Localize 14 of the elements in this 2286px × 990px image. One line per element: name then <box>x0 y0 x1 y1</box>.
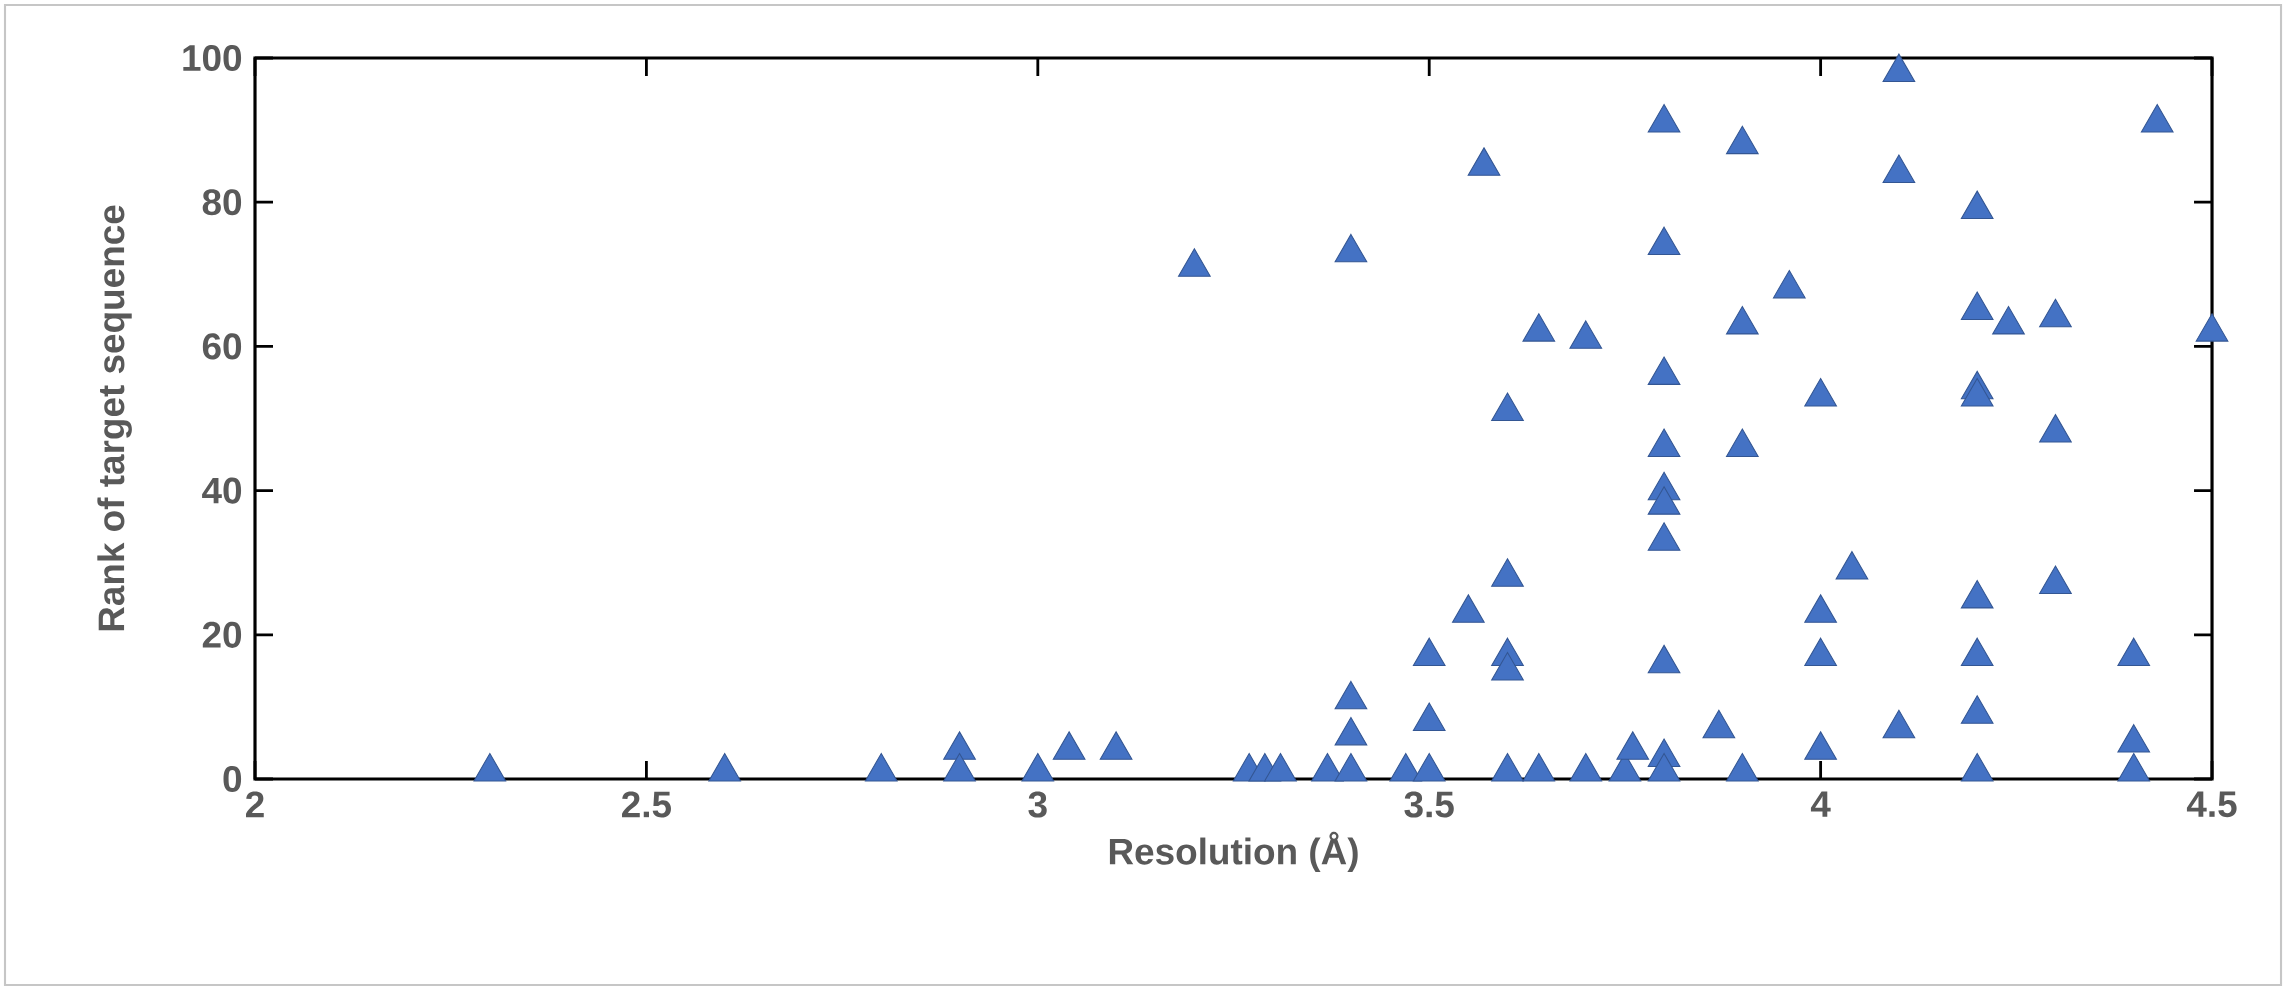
x-tick-label: 3.5 <box>1404 791 1454 818</box>
x-axis-title: Resolution (Å) <box>1109 831 1358 872</box>
y-tick-label: 100 <box>183 44 242 72</box>
y-tick-label: 60 <box>202 333 242 360</box>
x-tick-label: 2 <box>246 791 264 818</box>
y-tick-label: 80 <box>202 189 242 216</box>
x-tick-label: 2.5 <box>622 791 671 818</box>
y-axis-title: Rank of target sequence <box>97 205 132 631</box>
x-tick-label: 3 <box>1028 791 1047 818</box>
x-tick-label: 4.5 <box>2186 791 2237 818</box>
y-tick-label: 20 <box>202 621 242 648</box>
x-tick-label: 4 <box>1810 791 1831 817</box>
y-tick-label: 40 <box>202 477 242 504</box>
y-tick-label: 0 <box>223 765 242 793</box>
